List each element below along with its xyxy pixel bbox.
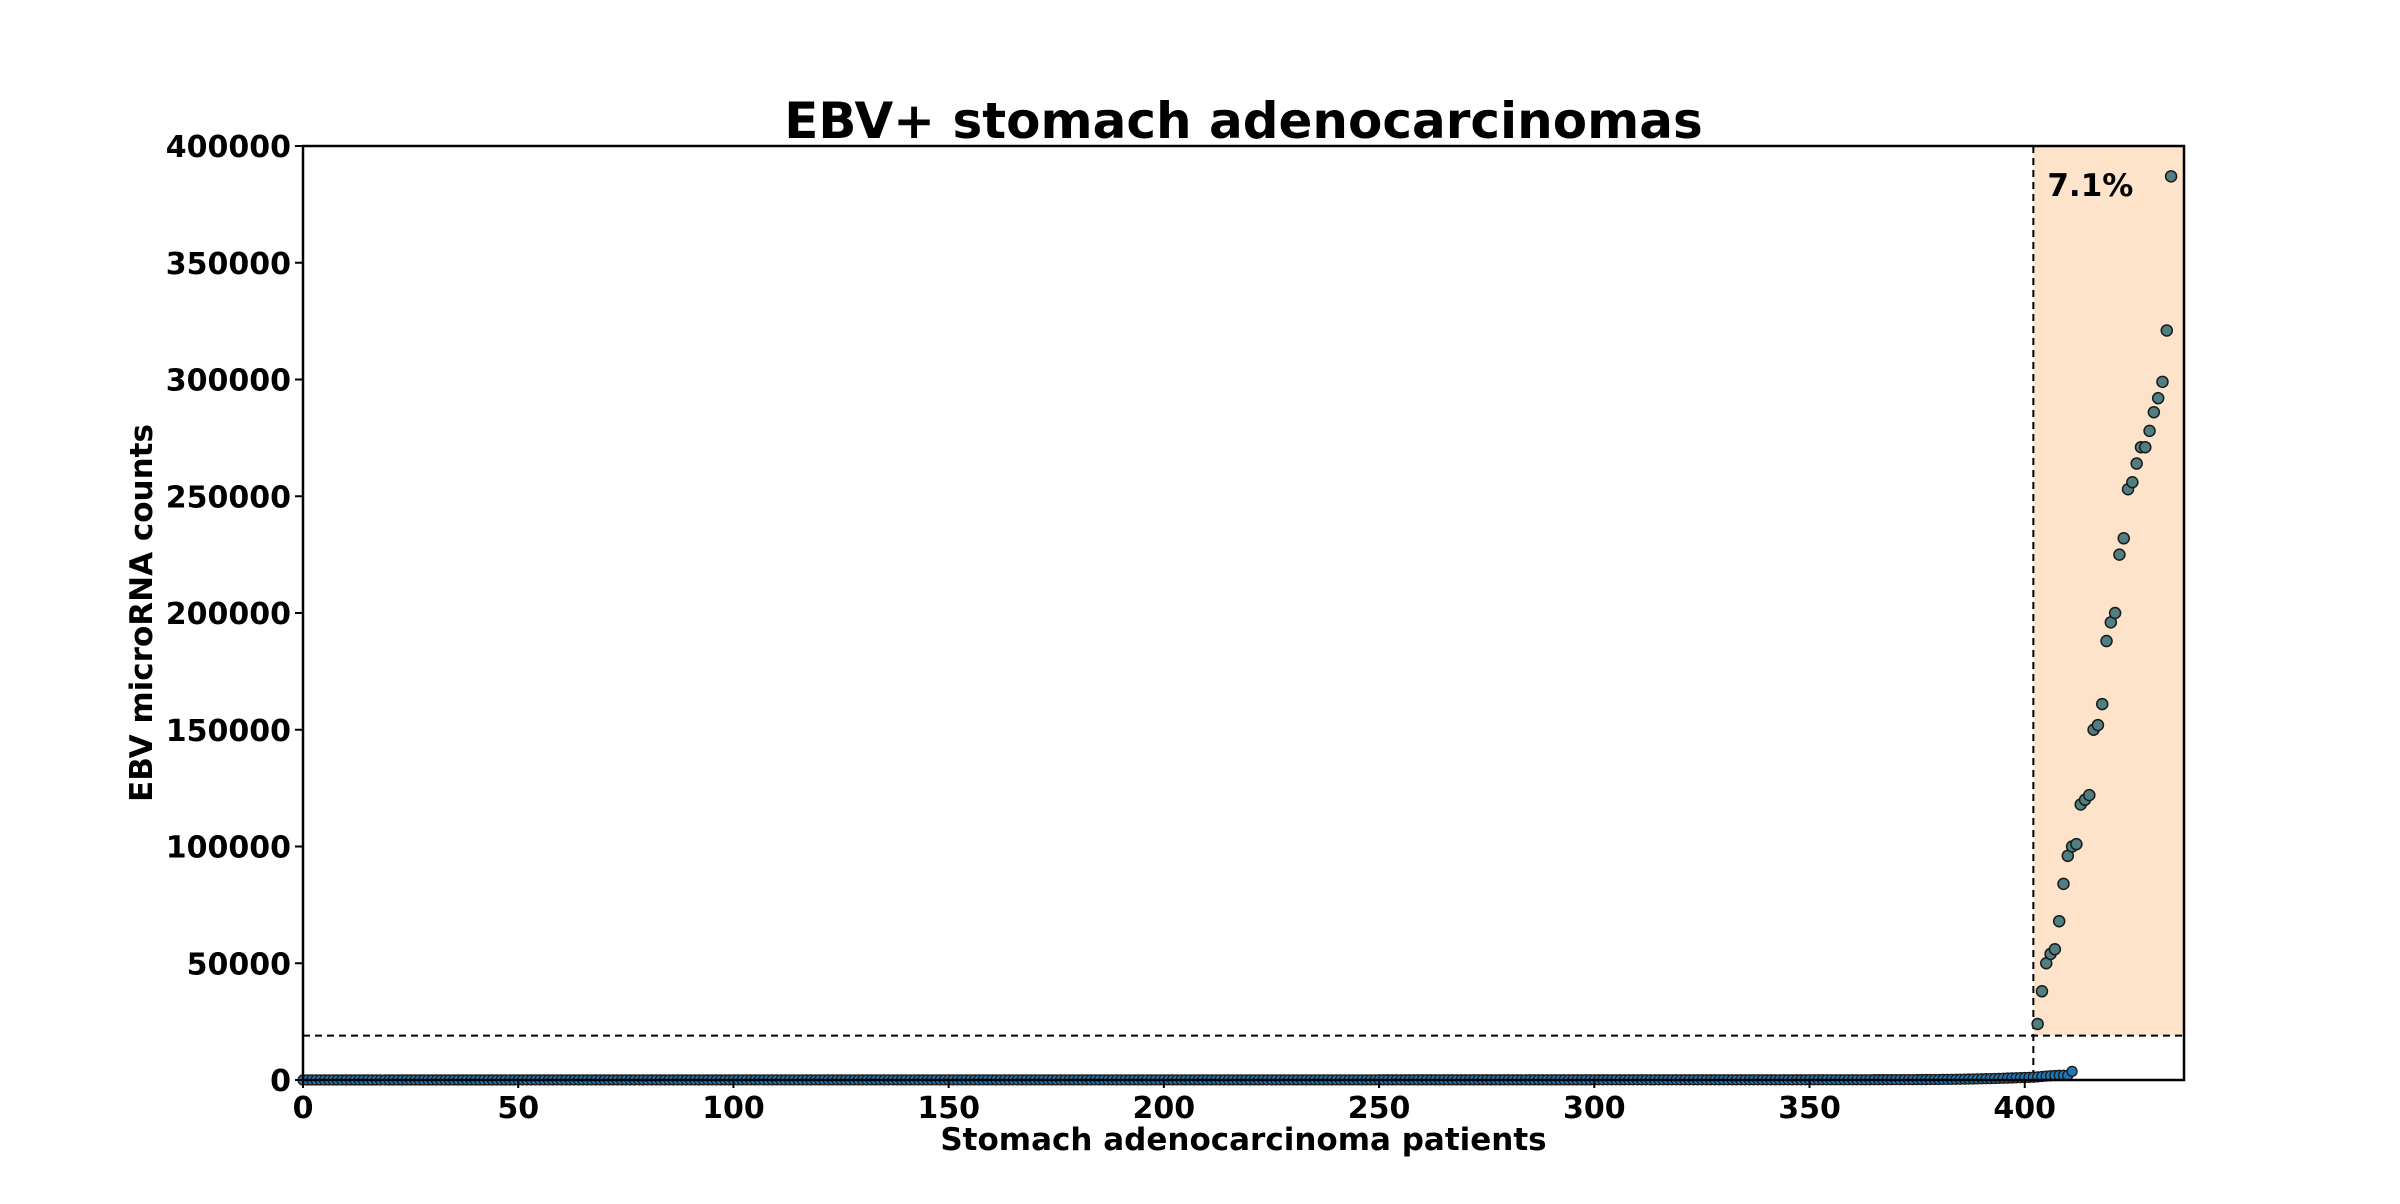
data-point [2031,1017,2044,1031]
data-point [2083,788,2096,802]
x-tick-label: 400 [1993,1091,2056,1126]
y-tick-label: 100000 [166,831,291,866]
data-point [2070,837,2083,851]
data-point [2057,877,2070,891]
y-tick-label: 300000 [166,364,291,399]
data-point [2091,718,2105,732]
data-point [2066,1065,2078,1078]
data-point [2139,440,2152,454]
y-axis: 0 50000 100000 150000 200000 250000 300000 3500… [166,130,303,1099]
data-point [2143,424,2156,438]
data-point [2147,405,2161,419]
data-point [2035,985,2049,998]
y-tick-label: 350000 [166,247,291,282]
data-point [2052,914,2066,928]
y-tick-label: 200000 [166,597,291,632]
high-count-series [2031,170,2178,1031]
x-tick-label: 150 [917,1091,980,1126]
data-point [2095,697,2109,711]
data-point [2160,324,2174,337]
x-axis-title: Stomach adenocarcinoma patients [940,1122,1546,1158]
data-point [2117,532,2130,545]
data-point [2108,606,2122,620]
x-tick-label: 100 [702,1091,765,1126]
data-point [2100,634,2113,648]
data-point [2126,475,2139,489]
x-tick-label: 200 [1133,1091,1196,1126]
data-point [2130,457,2143,470]
x-tick-label: 0 [293,1091,314,1126]
y-tick-label: 400000 [166,130,291,165]
x-tick-label: 50 [497,1091,539,1126]
highlight-region [2033,146,2184,1036]
data-point [2156,375,2169,389]
chart-title: EBV+ stomach adenocarcinomas [784,92,1702,150]
x-tick-label: 250 [1348,1091,1411,1126]
y-tick-label: 150000 [166,714,291,749]
y-tick-label: 50000 [187,947,291,982]
highlight-percentage-label: 7.1% [2047,168,2133,204]
y-tick-label: 0 [270,1064,291,1099]
data-point [2151,391,2165,405]
y-tick-label: 250000 [166,480,291,515]
x-tick-label: 300 [1563,1091,1626,1126]
x-axis: 0 50 100 150 200 250 300 350 400 [293,1080,2056,1126]
data-point [2113,548,2126,561]
x-tick-label: 350 [1778,1091,1841,1126]
data-point [2048,942,2062,956]
data-point [2164,170,2178,183]
y-axis-title: EBV microRNA counts [124,424,160,802]
